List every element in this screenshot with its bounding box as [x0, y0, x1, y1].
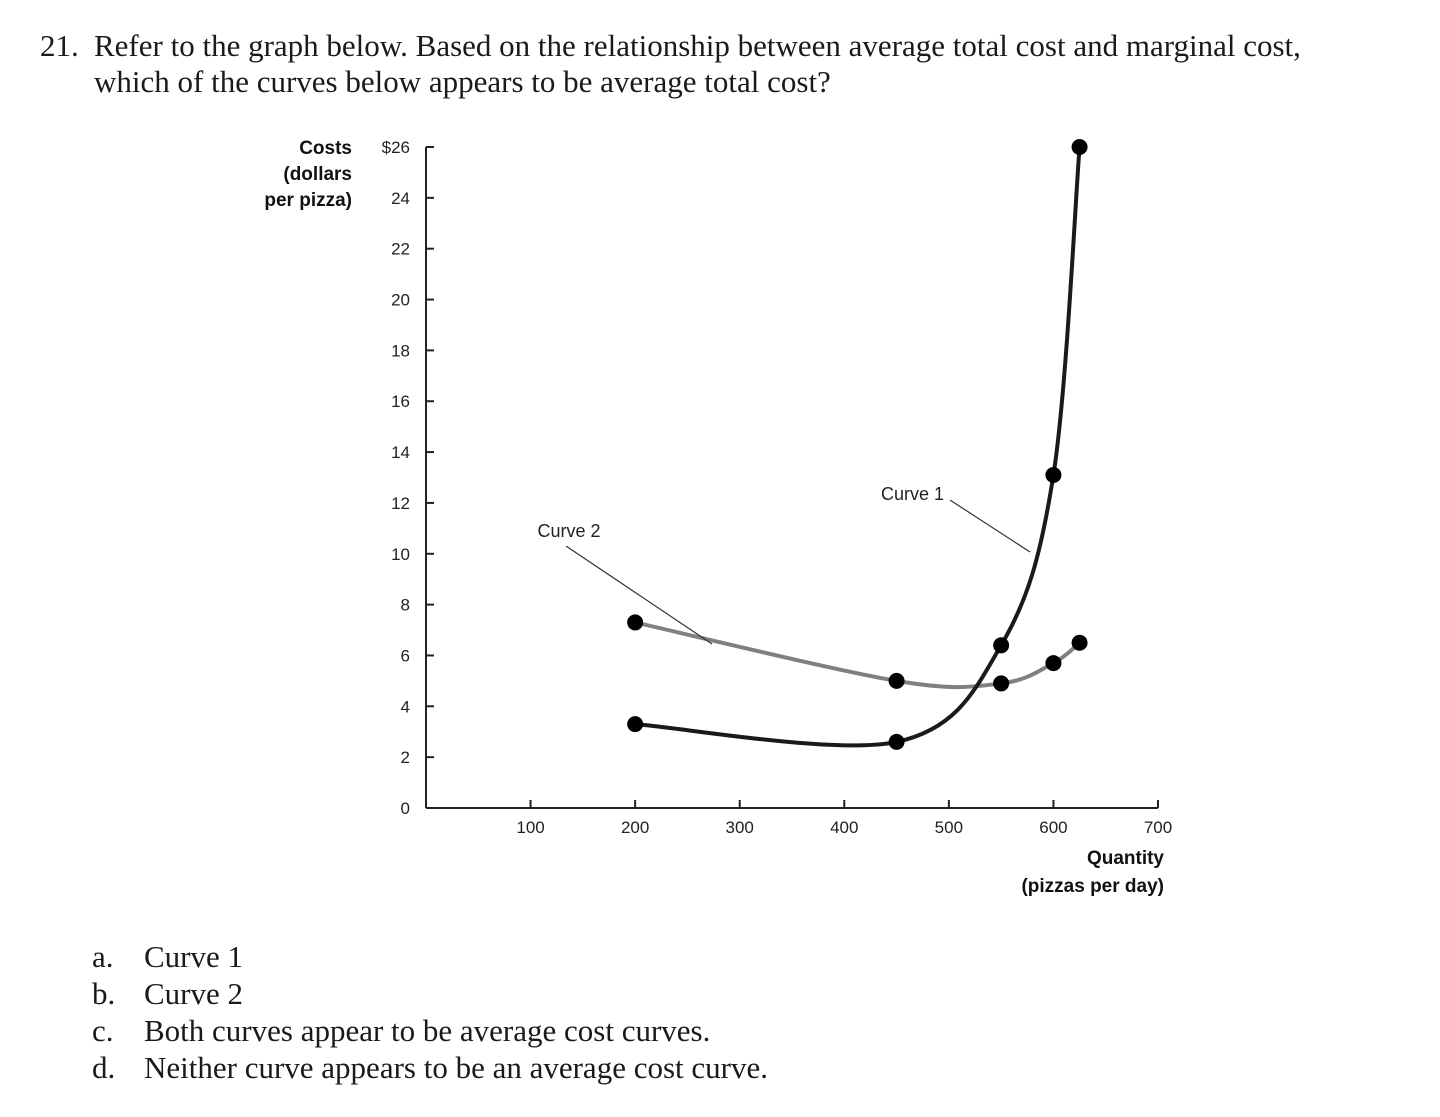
curve-1-point — [993, 637, 1010, 654]
y-tick-label: 12 — [391, 494, 410, 513]
y-tick-label: 0 — [401, 799, 410, 818]
curve-2-leader-line — [565, 545, 713, 645]
curve-2-point — [1045, 655, 1062, 672]
y-tick-label: 2 — [401, 748, 410, 767]
question-line-1: 21. Refer to the graph below. Based on th… — [40, 28, 1420, 64]
curve-1-leader-line — [949, 499, 1031, 553]
y-tick-label: 16 — [391, 392, 410, 411]
y-tick-label: 22 — [391, 240, 410, 259]
y-tick-label: 4 — [401, 697, 410, 716]
answer-text: Curve 1 — [144, 939, 244, 974]
answer-letter: c. — [92, 1013, 114, 1048]
x-axis-label-line: (pizzas per day) — [1021, 876, 1164, 897]
y-axis-label: Costs (dollars per pizza) — [264, 136, 352, 214]
y-tick-label: 14 — [391, 443, 410, 462]
question-text: 21. Refer to the graph below. Based on th… — [40, 28, 1420, 100]
answer-letter: b. — [92, 976, 116, 1011]
y-tick-label: $26 — [382, 138, 410, 157]
x-tick-label: 200 — [621, 818, 649, 837]
y-axis-label-line: (dollars — [283, 164, 352, 185]
x-axis-label: Quantity (pizzas per day) — [1021, 845, 1164, 901]
x-axis-label-line: Quantity — [1086, 848, 1164, 869]
y-axis-label-line: per pizza) — [264, 190, 352, 211]
curve-2-point — [627, 614, 644, 631]
x-tick-label: 100 — [516, 818, 544, 837]
question-stem-line-1: Refer to the graph below. Based on the r… — [94, 28, 1301, 63]
answer-text: Neither curve appears to be an average c… — [144, 1050, 768, 1085]
answer-choice-a[interactable]: a. Curve 1 — [92, 938, 768, 975]
answer-text: Curve 2 — [144, 976, 244, 1011]
answer-choices: a. Curve 1 b. Curve 2 c. Both curves app… — [92, 938, 768, 1086]
curve-2-point — [1071, 634, 1088, 651]
x-tick-label: 700 — [1144, 818, 1172, 837]
answer-choice-d[interactable]: d. Neither curve appears to be an averag… — [92, 1049, 768, 1086]
curve-1-point — [627, 716, 644, 733]
x-tick-label: 500 — [935, 818, 963, 837]
curve-1-label: Curve 1 — [881, 484, 944, 504]
curve-1-point — [1071, 139, 1088, 155]
y-tick-label: 24 — [391, 189, 410, 208]
curve-2-point — [993, 675, 1010, 692]
y-tick-label: 8 — [401, 596, 410, 615]
answer-choice-b[interactable]: b. Curve 2 — [92, 975, 768, 1012]
curve-2-label: Curve 2 — [537, 521, 600, 541]
answer-choice-c[interactable]: c. Both curves appear to be average cost… — [92, 1012, 768, 1049]
answer-letter: d. — [92, 1050, 116, 1085]
question-stem-line-2: which of the curves below appears to be … — [94, 64, 831, 99]
answer-text: Both curves appear to be average cost cu… — [144, 1013, 711, 1048]
curve-2-line — [633, 620, 1082, 690]
y-tick-label: 20 — [391, 291, 410, 310]
y-tick-label: 6 — [401, 646, 410, 665]
x-tick-label: 600 — [1039, 818, 1067, 837]
curve-1-line — [633, 145, 1082, 748]
curve-2-point — [888, 672, 905, 689]
y-axis-label-line: Costs — [299, 138, 352, 159]
x-tick-label: 300 — [726, 818, 754, 837]
question-number: 21. — [40, 28, 79, 63]
y-tick-label: 10 — [391, 545, 410, 564]
y-tick-label: 18 — [391, 341, 410, 360]
curve-1-point — [1045, 466, 1062, 483]
curve-1-point — [888, 733, 905, 750]
answer-letter: a. — [92, 939, 114, 974]
x-tick-label: 400 — [830, 818, 858, 837]
